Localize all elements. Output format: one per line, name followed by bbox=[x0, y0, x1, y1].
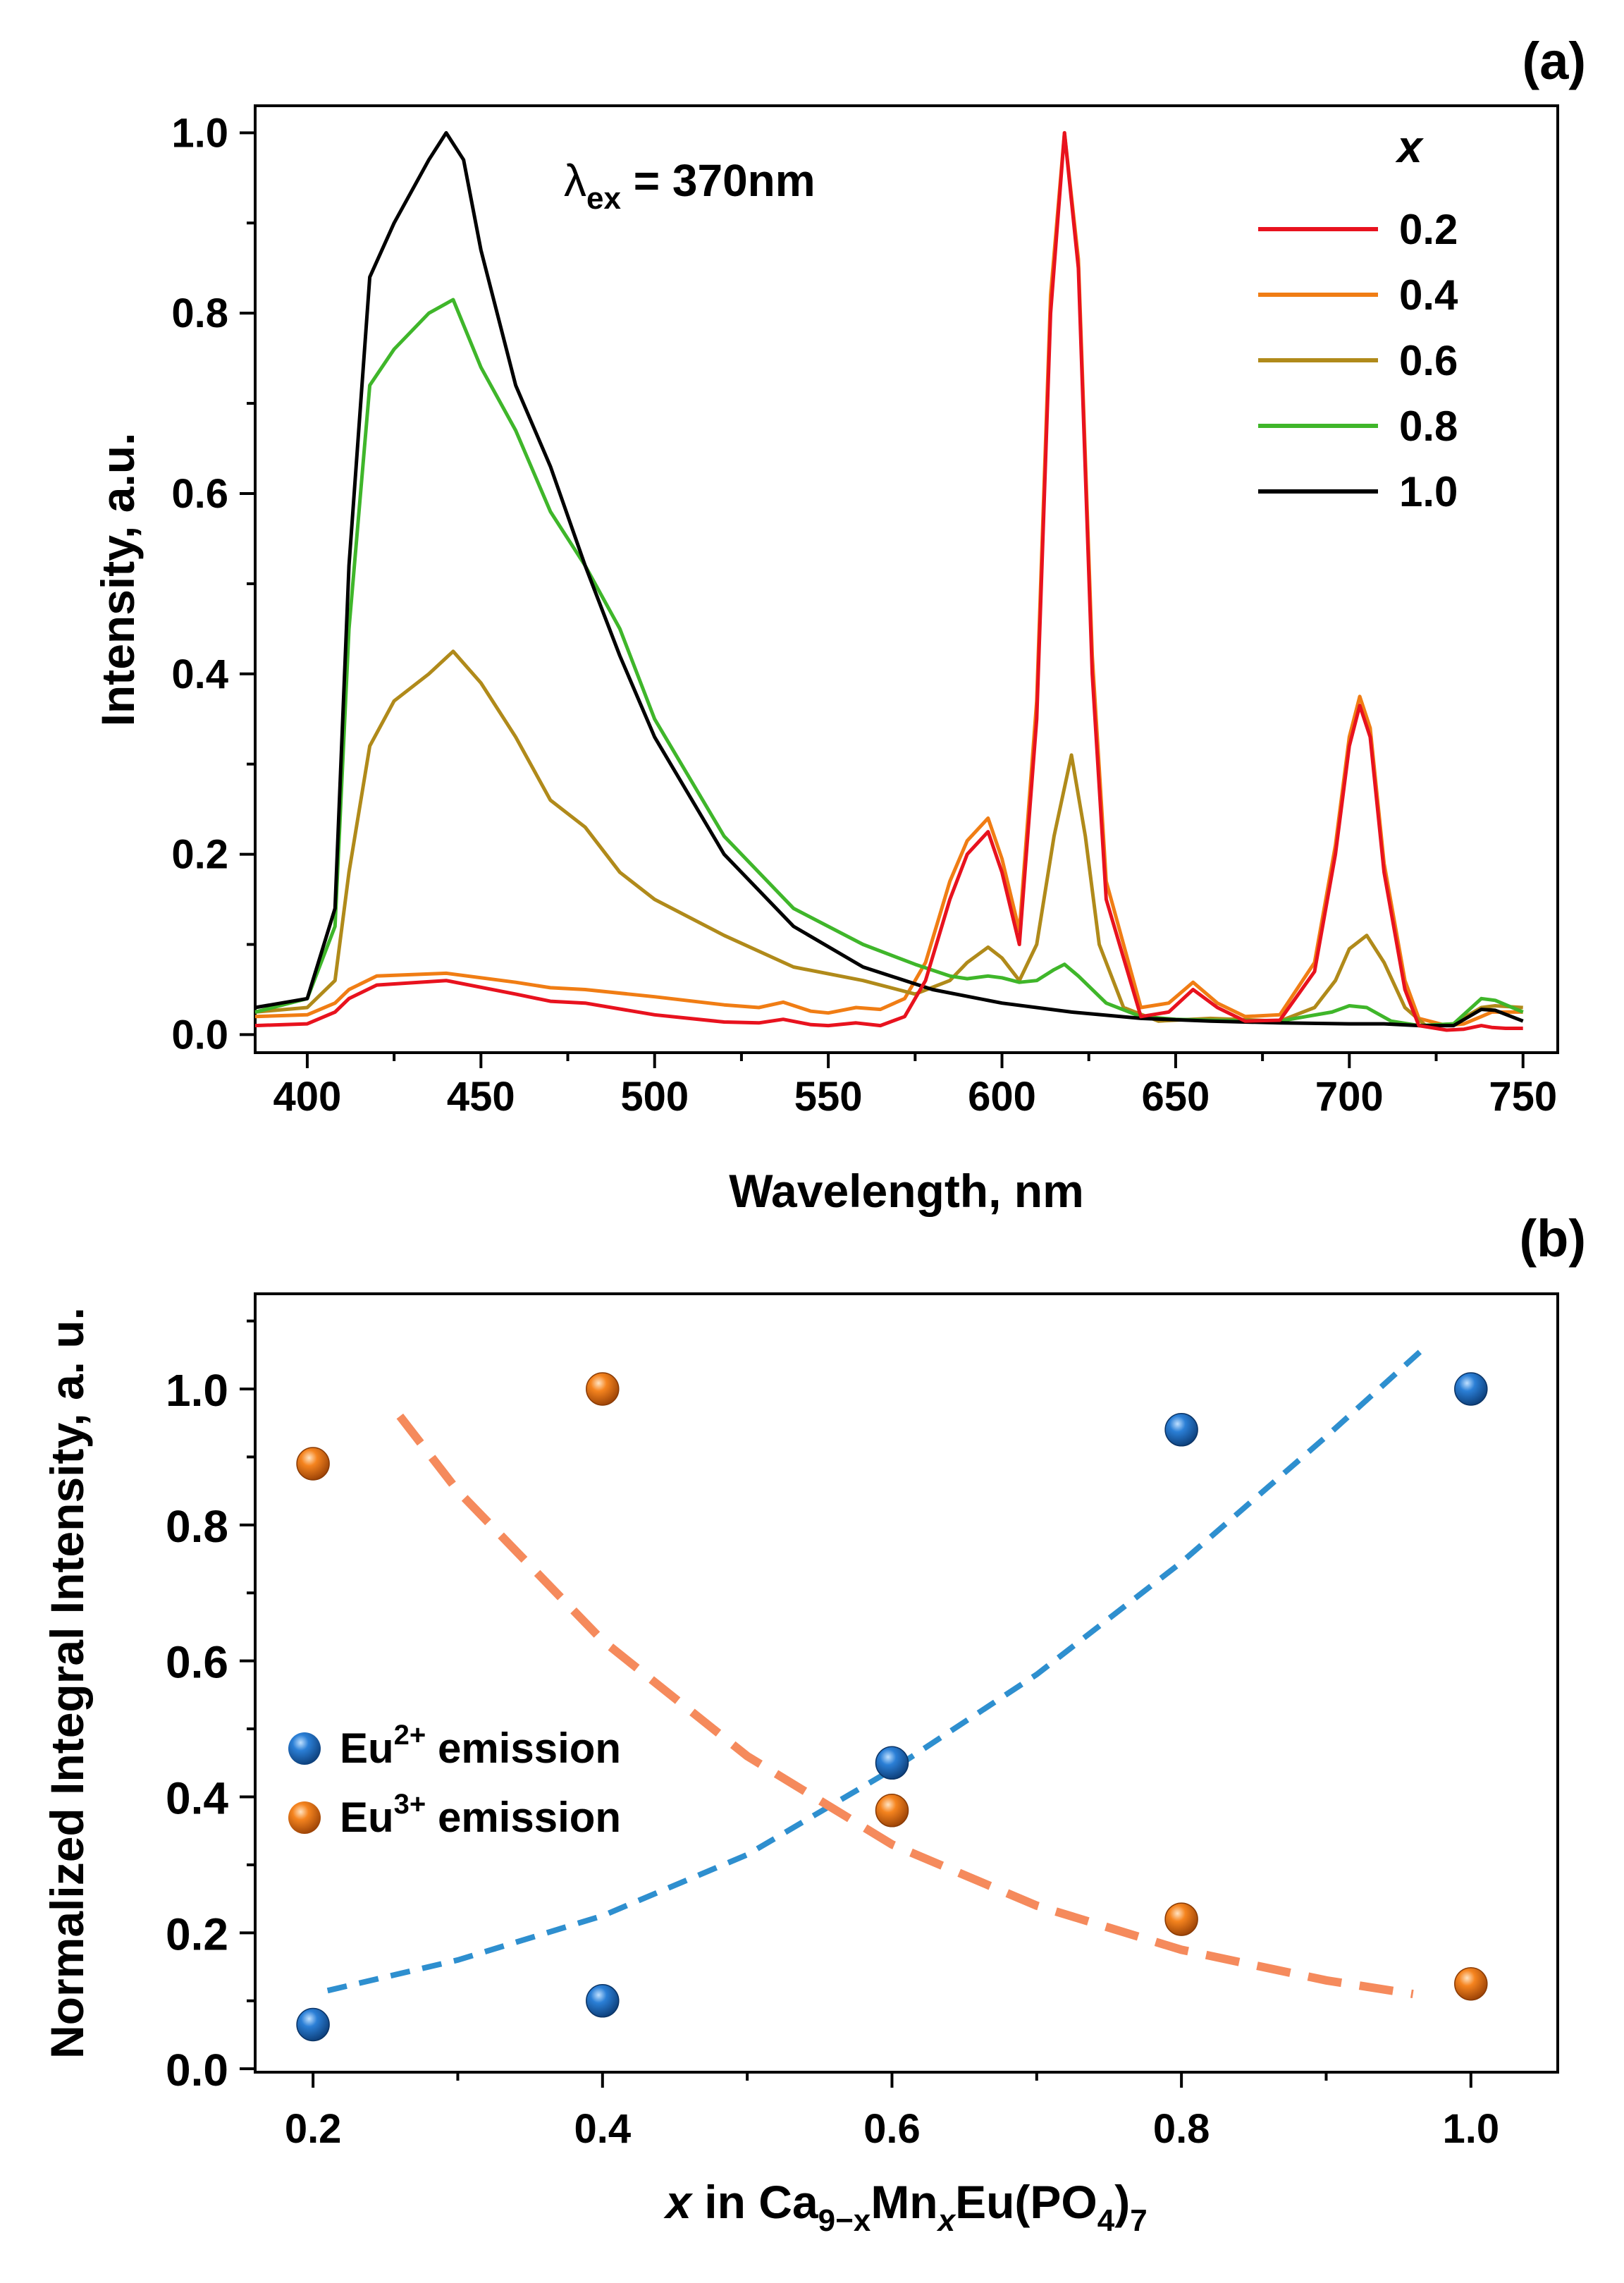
point-eu3 bbox=[296, 1447, 330, 1481]
legend-marker-eu3 bbox=[288, 1801, 321, 1834]
fit-curve-eu2 bbox=[326, 1349, 1422, 1994]
x-tick-label: 550 bbox=[794, 1074, 863, 1120]
panel-a-y-axis-label: Intensity, a.u. bbox=[92, 433, 144, 727]
panel-a-label: (a) bbox=[1522, 32, 1586, 90]
panel-b-x-axis-label: x in Ca9−xMnxEu(PO4)7 bbox=[663, 2176, 1147, 2238]
x-tick-label: 400 bbox=[273, 1074, 342, 1120]
panel-b-data-points bbox=[296, 1372, 1488, 2042]
panel-a-x-ticks: 400 450 500 550 600 650 700 750 bbox=[273, 1053, 1557, 1120]
point-eu2 bbox=[1454, 1372, 1488, 1406]
panel-a-plot-frame bbox=[254, 104, 1559, 1054]
legend-label-1.0: 1.0 bbox=[1399, 468, 1458, 515]
series-line-x-0.4 bbox=[254, 130, 1523, 1028]
legend-label-0.8: 0.8 bbox=[1399, 403, 1458, 450]
series-line-x-0.2 bbox=[254, 130, 1523, 1032]
point-eu2 bbox=[296, 2007, 330, 2042]
y-tick-label: 1.0 bbox=[171, 110, 228, 156]
x-tick-label: 450 bbox=[447, 1074, 515, 1120]
y-tick-label: 1.0 bbox=[166, 1365, 228, 1416]
point-eu3 bbox=[875, 1794, 909, 1828]
panel-a-excitation-annotation: λex = 370nm bbox=[564, 155, 816, 216]
panel-b-legend: Eu2+ emission Eu3+ emission bbox=[288, 1720, 621, 1841]
panel-b-fit-curves bbox=[326, 1349, 1422, 1999]
y-tick-label: 0.0 bbox=[171, 1012, 228, 1058]
y-tick-label: 0.2 bbox=[171, 832, 228, 878]
panel-b-y-axis-label: Normalized Integral Intensity, a. u. bbox=[41, 1307, 93, 2059]
panel-a-legend-title: x bbox=[1395, 121, 1424, 172]
series-line-x-0.8 bbox=[254, 298, 1524, 1028]
y-tick-label: 0.0 bbox=[166, 2045, 228, 2095]
panel-a-y-ticks: 0.0 0.2 0.4 0.6 0.8 1.0 bbox=[171, 110, 255, 1058]
x-tick-label: 0.4 bbox=[574, 2106, 631, 2152]
panel-b-x-ticks: 0.2 0.4 0.6 0.8 1.0 bbox=[285, 2072, 1499, 2152]
y-tick-label: 0.4 bbox=[166, 1773, 228, 1824]
legend-label-0.4: 0.4 bbox=[1399, 271, 1458, 319]
x-tick-label: 500 bbox=[620, 1074, 689, 1120]
series-line-x-1.0 bbox=[254, 130, 1524, 1028]
point-eu3 bbox=[1454, 1966, 1488, 2001]
panel-b-label: (b) bbox=[1520, 1209, 1587, 1268]
panel-b-y-ticks: 0.0 0.2 0.4 0.6 0.8 1.0 bbox=[166, 1319, 255, 2095]
panel-a-series bbox=[254, 130, 1524, 1032]
panel-a-emission-spectra: (a) 400 450 500 550 600 650 700 750 0.00.20.40.… bbox=[92, 32, 1586, 1217]
y-tick-label: 0.8 bbox=[166, 1501, 228, 1552]
y-tick-label: 0.4 bbox=[171, 651, 228, 697]
x-tick-label: 0.2 bbox=[285, 2106, 342, 2152]
panel-a-x-axis-label: Wavelength, nm bbox=[729, 1165, 1084, 1217]
point-eu2 bbox=[586, 1984, 620, 2018]
point-eu2 bbox=[1164, 1413, 1198, 1447]
x-tick-label: 750 bbox=[1489, 1074, 1557, 1120]
x-tick-label: 650 bbox=[1142, 1074, 1210, 1120]
legend-label-0.6: 0.6 bbox=[1399, 337, 1458, 384]
y-tick-label: 0.2 bbox=[166, 1909, 228, 1959]
point-eu3 bbox=[1164, 1902, 1198, 1936]
legend-marker-eu2 bbox=[288, 1732, 321, 1765]
fit-curve-eu3 bbox=[396, 1413, 1414, 1999]
panel-a-legend: 0.2 0.4 0.6 0.8 1.0 bbox=[1258, 206, 1458, 515]
panel-b-integral-intensity: (b) 0.2 0.4 0.6 0.8 1.0 0.0 0.2 0.4 0.6 0.8 1.0 E… bbox=[41, 1209, 1586, 2238]
x-tick-label: 0.8 bbox=[1153, 2106, 1210, 2152]
point-eu3 bbox=[586, 1372, 620, 1406]
x-tick-label: 600 bbox=[968, 1074, 1036, 1120]
panel-b-plot-frame bbox=[254, 1292, 1559, 2074]
series-line-x-0.6 bbox=[254, 649, 1523, 1028]
x-tick-label: 700 bbox=[1315, 1074, 1384, 1120]
x-tick-label: 1.0 bbox=[1442, 2106, 1499, 2152]
x-tick-label: 0.6 bbox=[863, 2106, 921, 2152]
y-tick-label: 0.6 bbox=[171, 471, 228, 517]
point-eu2 bbox=[875, 1746, 909, 1780]
y-tick-label: 0.6 bbox=[166, 1637, 228, 1688]
legend-label-0.2: 0.2 bbox=[1399, 206, 1458, 253]
legend-label-eu2: Eu2+ emission bbox=[340, 1720, 621, 1772]
y-tick-label: 0.8 bbox=[171, 290, 228, 336]
legend-label-eu3: Eu3+ emission bbox=[340, 1789, 621, 1841]
